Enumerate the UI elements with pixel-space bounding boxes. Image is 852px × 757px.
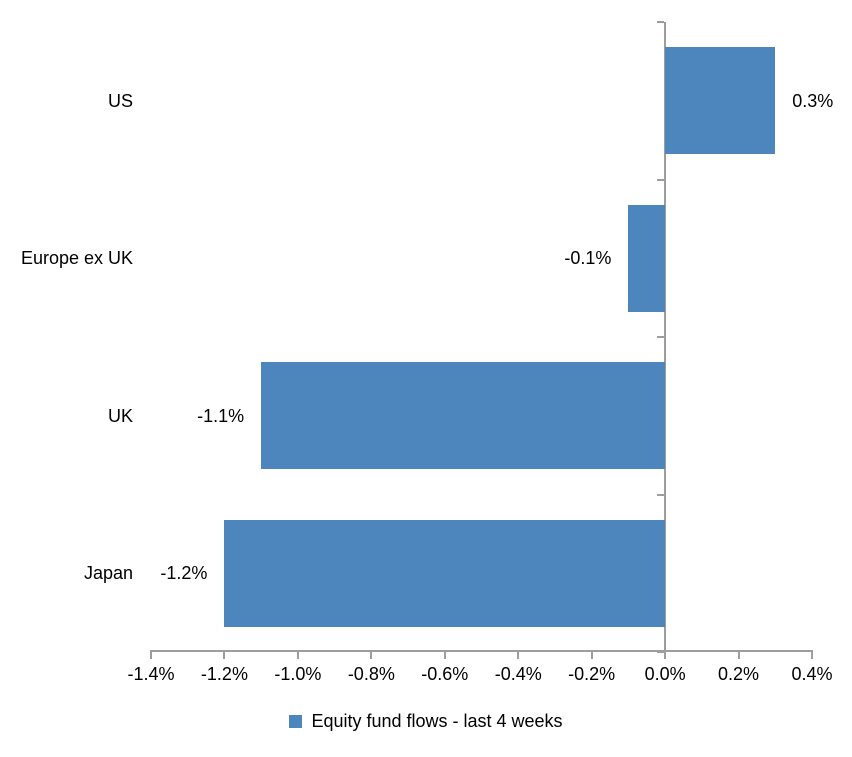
x-tick-label: -0.4%	[494, 664, 542, 684]
zero-axis-tick	[657, 651, 665, 653]
zero-axis-tick	[657, 493, 665, 496]
x-tick-label: -1.4%	[127, 664, 175, 684]
x-tick-label: 0.4%	[791, 664, 833, 684]
x-tick-label: -0.6%	[421, 664, 469, 684]
x-axis-tick	[737, 652, 740, 659]
x-axis-tick	[370, 652, 373, 659]
bar-europe-ex-uk	[628, 204, 666, 312]
x-axis-tick	[296, 652, 299, 659]
x-tick-label: -1.2%	[200, 664, 248, 684]
x-axis-tick	[811, 652, 813, 659]
x-tick-label: 0.0%	[644, 664, 686, 684]
x-tick-label: -0.8%	[347, 664, 395, 684]
category-label: Japan	[83, 563, 133, 584]
bar-uk	[261, 362, 666, 470]
bar-japan	[224, 519, 666, 627]
zero-axis-tick	[657, 178, 665, 181]
x-axis-tick	[443, 652, 446, 659]
x-axis-tick	[150, 652, 152, 659]
x-axis-line	[150, 650, 813, 652]
legend-swatch-icon	[289, 715, 303, 728]
x-axis-tick	[517, 652, 520, 659]
data-label: -1.2%	[160, 563, 208, 584]
x-tick-label: -1.0%	[274, 664, 322, 684]
zero-axis-line	[664, 22, 667, 659]
zero-axis-tick	[657, 336, 665, 338]
zero-axis-tick	[657, 21, 665, 23]
category-label: Europe ex UK	[20, 248, 133, 269]
legend: Equity fund flows - last 4 weeks	[0, 711, 852, 732]
x-axis-tick	[590, 652, 593, 659]
legend-label: Equity fund flows - last 4 weeks	[311, 711, 563, 731]
x-tick-label: -0.2%	[568, 664, 616, 684]
category-label: UK	[107, 405, 133, 426]
x-tick-label: 0.2%	[718, 664, 760, 684]
data-label: 0.3%	[792, 90, 834, 111]
category-label: US	[107, 90, 133, 111]
x-axis-tick	[223, 652, 226, 659]
bar-us	[665, 47, 776, 155]
data-label: -0.1%	[564, 248, 612, 269]
data-label: -1.1%	[197, 405, 245, 426]
